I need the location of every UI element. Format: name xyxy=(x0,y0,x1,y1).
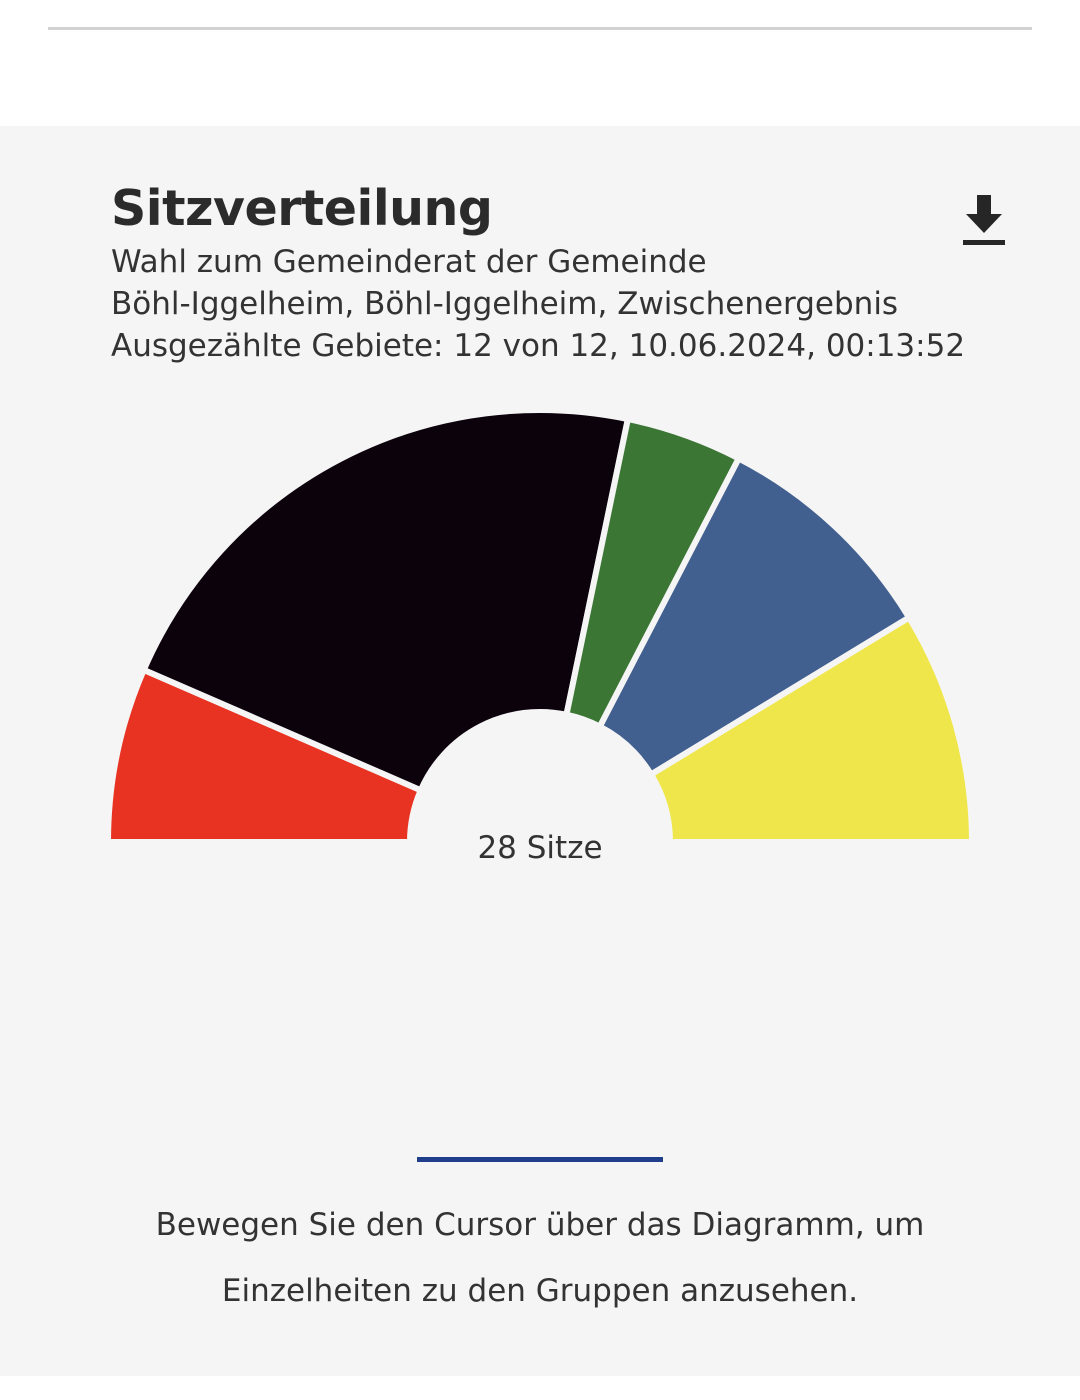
seat-slice[interactable] xyxy=(595,454,914,779)
subtitle-line: Wahl zum Gemeinderat der Gemeinde xyxy=(111,244,707,280)
hint-line: Bewegen Sie den Cursor über das Diagramm… xyxy=(155,1207,925,1243)
chart-title: Sitzverteilung xyxy=(111,180,493,237)
hover-hint: Bewegen Sie den Cursor über das Diagramm… xyxy=(110,1192,970,1324)
subtitle-line: Böhl-Iggelheim, Böhl-Iggelheim, Zwischen… xyxy=(111,286,899,322)
download-button[interactable] xyxy=(958,190,1010,250)
subtitle-line: Ausgezählte Gebiete: 12 von 12, 10.06.20… xyxy=(111,328,966,364)
total-seats-label: 28 Sitze xyxy=(477,830,603,866)
seat-slice[interactable] xyxy=(646,613,976,845)
seat-slice[interactable] xyxy=(139,407,632,795)
seat-slice[interactable] xyxy=(104,665,425,845)
hint-line: Einzelheiten zu den Gruppen anzusehen. xyxy=(221,1273,859,1309)
top-divider xyxy=(48,27,1032,30)
accent-bar xyxy=(417,1157,663,1162)
download-icon xyxy=(963,195,1005,245)
chart-subtitle: Wahl zum Gemeinderat der Gemeinde Böhl-I… xyxy=(111,241,991,367)
seat-distribution-chart[interactable] xyxy=(0,380,1080,900)
